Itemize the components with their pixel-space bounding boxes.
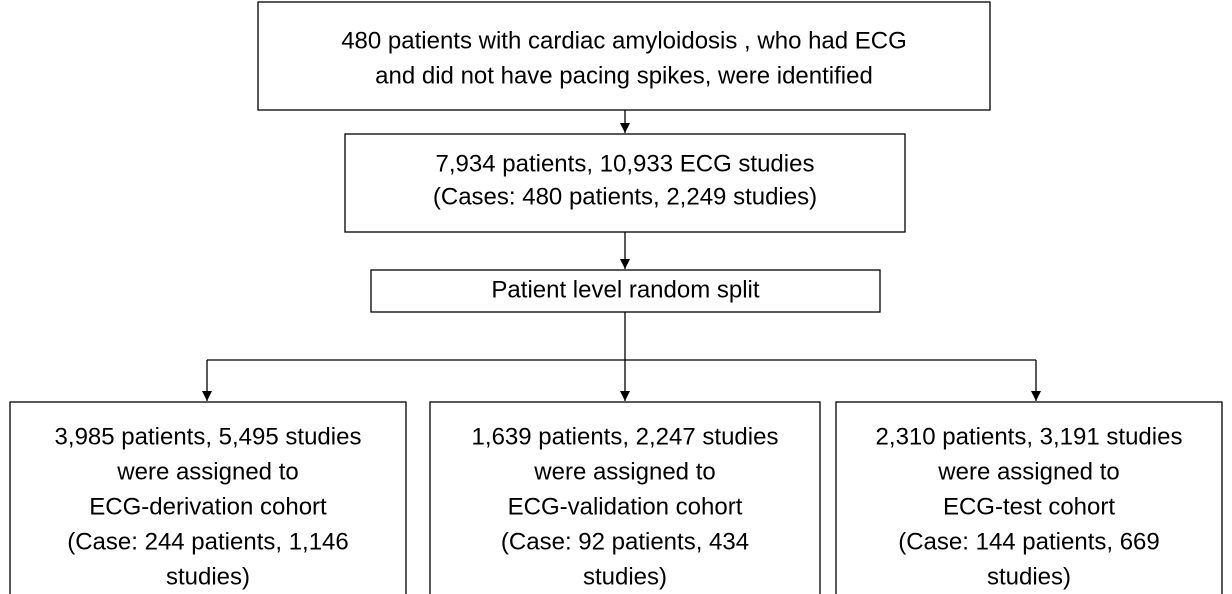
node-text: 2,310 patients, 3,191 studies — [876, 423, 1183, 450]
node-box — [344, 133, 906, 233]
node-box — [835, 401, 1223, 594]
node-text: studies) — [166, 563, 250, 590]
node-text: ECG-validation cohort — [508, 493, 743, 520]
node-box — [257, 1, 991, 111]
node-text: (Case: 144 patients, 669 — [898, 528, 1160, 555]
node-text: 7,934 patients, 10,933 ECG studies — [436, 150, 815, 177]
node-text: ECG-derivation cohort — [89, 493, 327, 520]
node-text: ECG-test cohort — [943, 493, 1115, 520]
node-box — [9, 401, 407, 594]
node-text: were assigned to — [937, 458, 1119, 485]
node-text: 3,985 patients, 5,495 studies — [55, 423, 362, 450]
node-text: (Cases: 480 patients, 2,249 studies) — [433, 183, 817, 210]
node-text: studies) — [583, 563, 667, 590]
node-text: 480 patients with cardiac amyloidosis , … — [341, 27, 907, 54]
node-text: were assigned to — [533, 458, 715, 485]
node-text: Patient level random split — [491, 276, 759, 303]
node-text: (Case: 244 patients, 1,146 — [67, 528, 349, 555]
node-text: were assigned to — [116, 458, 298, 485]
node-box — [370, 269, 881, 313]
nodes: 480 patients with cardiac amyloidosis , … — [9, 1, 1223, 594]
node-text: and did not have pacing spikes, were ide… — [375, 62, 873, 89]
connectors — [202, 110, 1041, 401]
node-box — [429, 401, 821, 594]
node-text: (Case: 92 patients, 434 — [501, 528, 749, 555]
node-text: studies) — [987, 563, 1071, 590]
node-text: 1,639 patients, 2,247 studies — [472, 423, 779, 450]
